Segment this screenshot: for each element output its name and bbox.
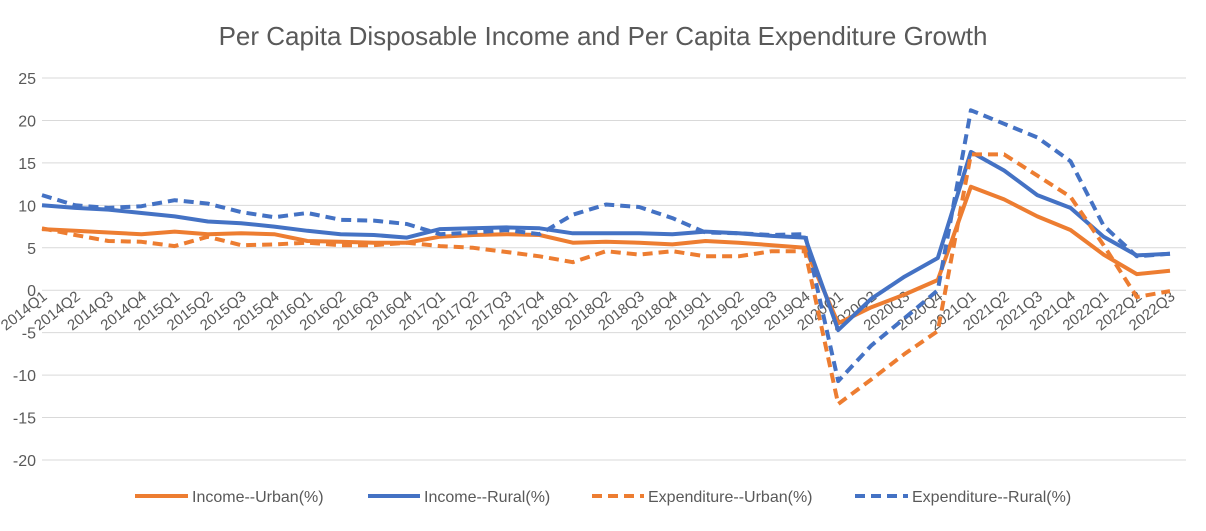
series-line-0 [41, 184, 1171, 326]
y-tick-label: -10 [13, 368, 36, 385]
y-tick-label: 20 [18, 113, 36, 130]
y-tick-label: -15 [13, 411, 36, 428]
legend: Income--Urban(%) Income--Rural(%) Expendit… [135, 489, 1071, 506]
legend-label-1: Income--Rural(%) [424, 489, 550, 506]
legend-label-2: Expenditure--Urban(%) [648, 489, 813, 506]
series-lines [41, 108, 1171, 406]
series-line-2 [41, 152, 1171, 406]
y-axis-tick-labels: 25 20 15 10 5 0 -5 -10 -15 -20 [13, 71, 36, 470]
x-axis-tick-labels: 2014Q12014Q22014Q32014Q42015Q12015Q22015… [0, 288, 1178, 334]
chart-title: Per Capita Disposable Income and Per Cap… [219, 21, 988, 51]
y-tick-label: 10 [18, 198, 36, 215]
y-tick-label: 25 [18, 71, 36, 88]
legend-label-0: Income--Urban(%) [192, 489, 324, 506]
y-tick-label: 15 [18, 156, 36, 173]
legend-label-3: Expenditure--Rural(%) [912, 489, 1071, 506]
series-line-1 [41, 149, 1171, 333]
y-tick-label: 5 [27, 241, 36, 258]
y-tick-label: -20 [13, 453, 36, 470]
series-line-3 [41, 108, 1171, 384]
y-tick-label: 0 [27, 283, 36, 300]
gridlines [42, 77, 1186, 461]
y-tick-label: -5 [22, 326, 36, 343]
